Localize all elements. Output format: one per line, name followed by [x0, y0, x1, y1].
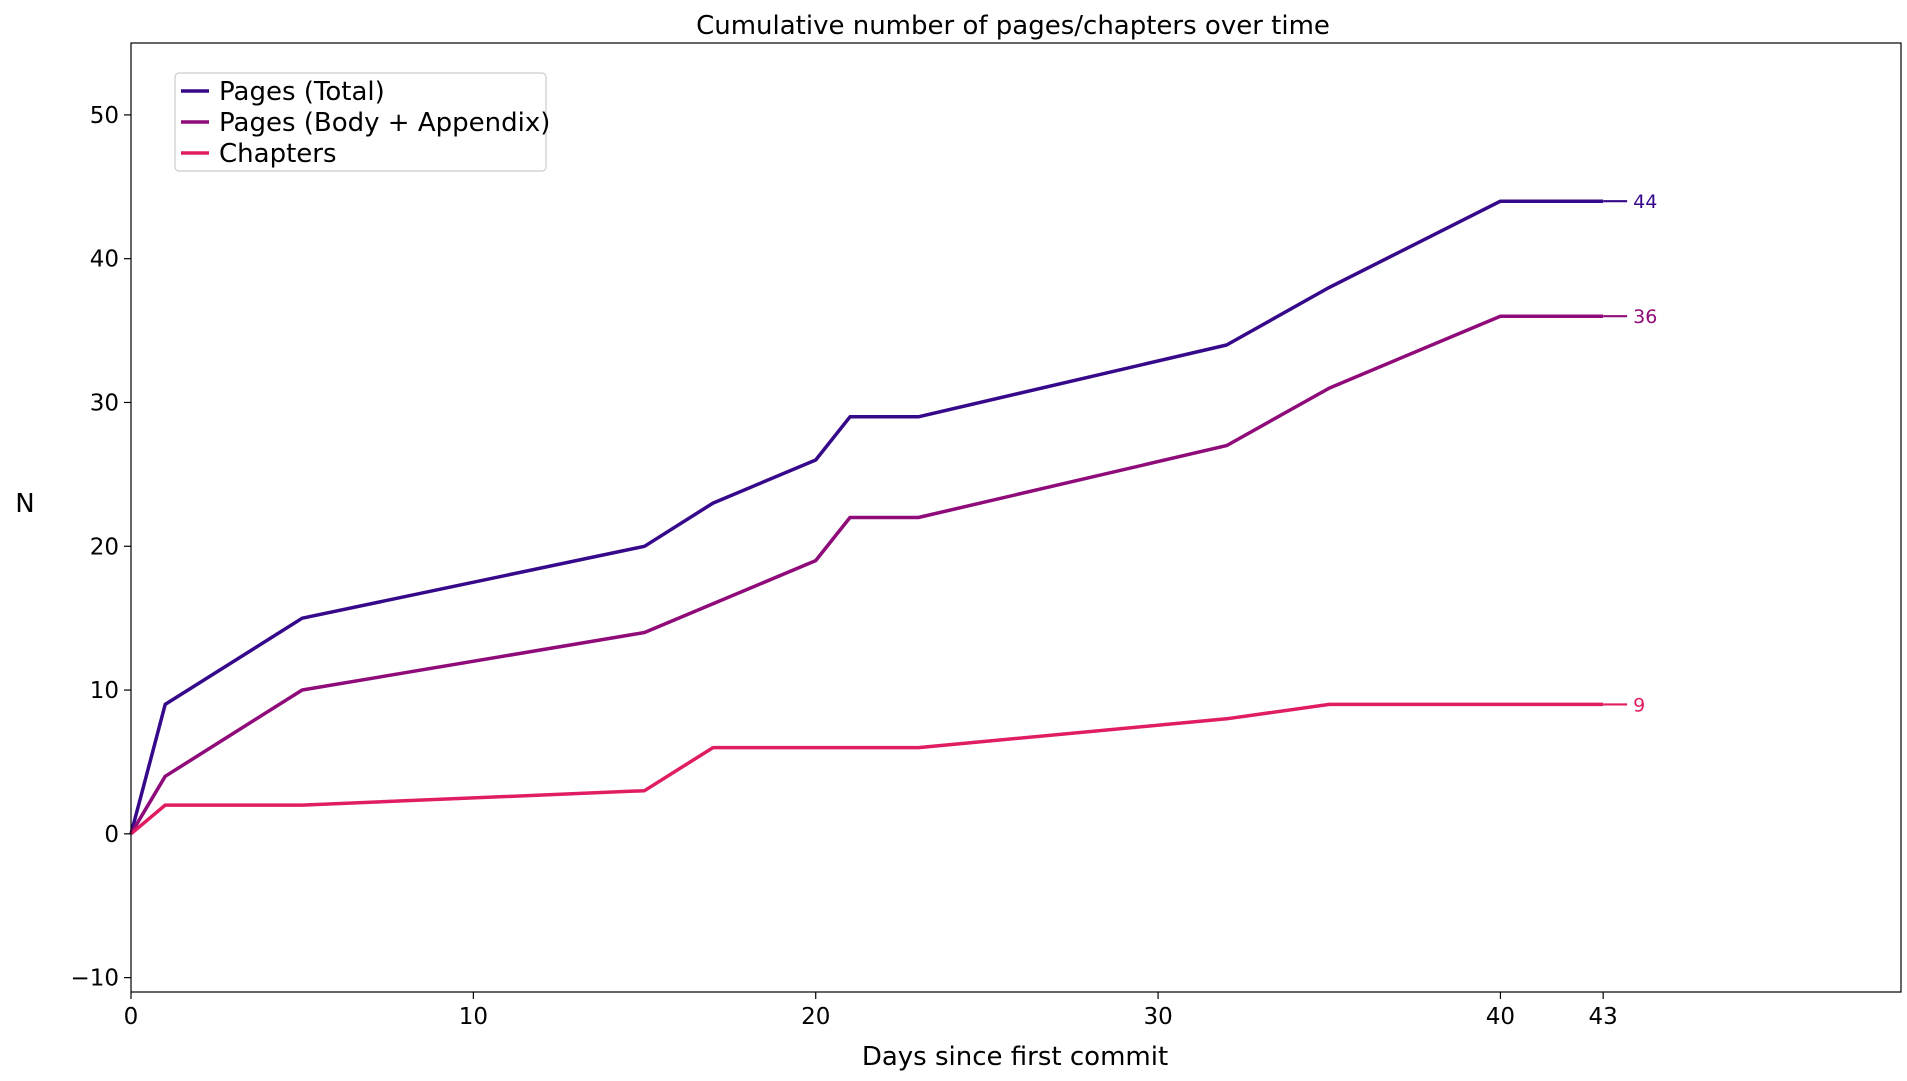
chart-title: Cumulative number of pages/chapters over…	[696, 11, 1330, 41]
y-tick-label: 30	[90, 390, 119, 416]
legend-label-2: Chapters	[219, 139, 337, 169]
legend-label-1: Pages (Body + Appendix)	[219, 108, 550, 138]
y-axis: −10 0 10 20 30 40 50	[70, 103, 131, 992]
y-tick-label: −10	[70, 966, 119, 992]
legend: Pages (Total)Pages (Body + Appendix)Chap…	[174, 72, 550, 172]
x-tick-label: 43	[1589, 1004, 1618, 1030]
x-axis-label: Days since first commit	[862, 1042, 1168, 1072]
end-value-label-2: 9	[1633, 694, 1645, 716]
x-tick-label: 30	[1143, 1004, 1172, 1030]
y-tick-label: 20	[90, 534, 119, 560]
x-axis: 0 10 20 30 40 43	[124, 992, 1618, 1030]
legend-box	[174, 72, 547, 172]
y-axis-label: N	[15, 489, 34, 519]
legend-label-0: Pages (Total)	[219, 77, 385, 107]
x-tick-label: 40	[1486, 1004, 1515, 1030]
x-tick-label: 10	[459, 1004, 488, 1030]
series-line-2	[129, 702, 1604, 836]
series-layer: 44 36 9	[129, 191, 1657, 836]
y-tick-label: 10	[90, 678, 119, 704]
series-line-1	[129, 314, 1604, 835]
end-value-label-1: 36	[1633, 306, 1657, 328]
end-value-label-0: 44	[1633, 191, 1657, 213]
y-tick-label: 40	[90, 247, 119, 273]
series-line-0	[129, 199, 1604, 835]
x-tick-label: 0	[124, 1004, 139, 1030]
x-tick-label: 20	[801, 1004, 830, 1030]
plot-frame	[130, 42, 1902, 993]
y-tick-label: 0	[104, 822, 119, 848]
plot-area: 44 36 9	[129, 42, 1902, 993]
y-tick-label: 50	[90, 103, 119, 129]
